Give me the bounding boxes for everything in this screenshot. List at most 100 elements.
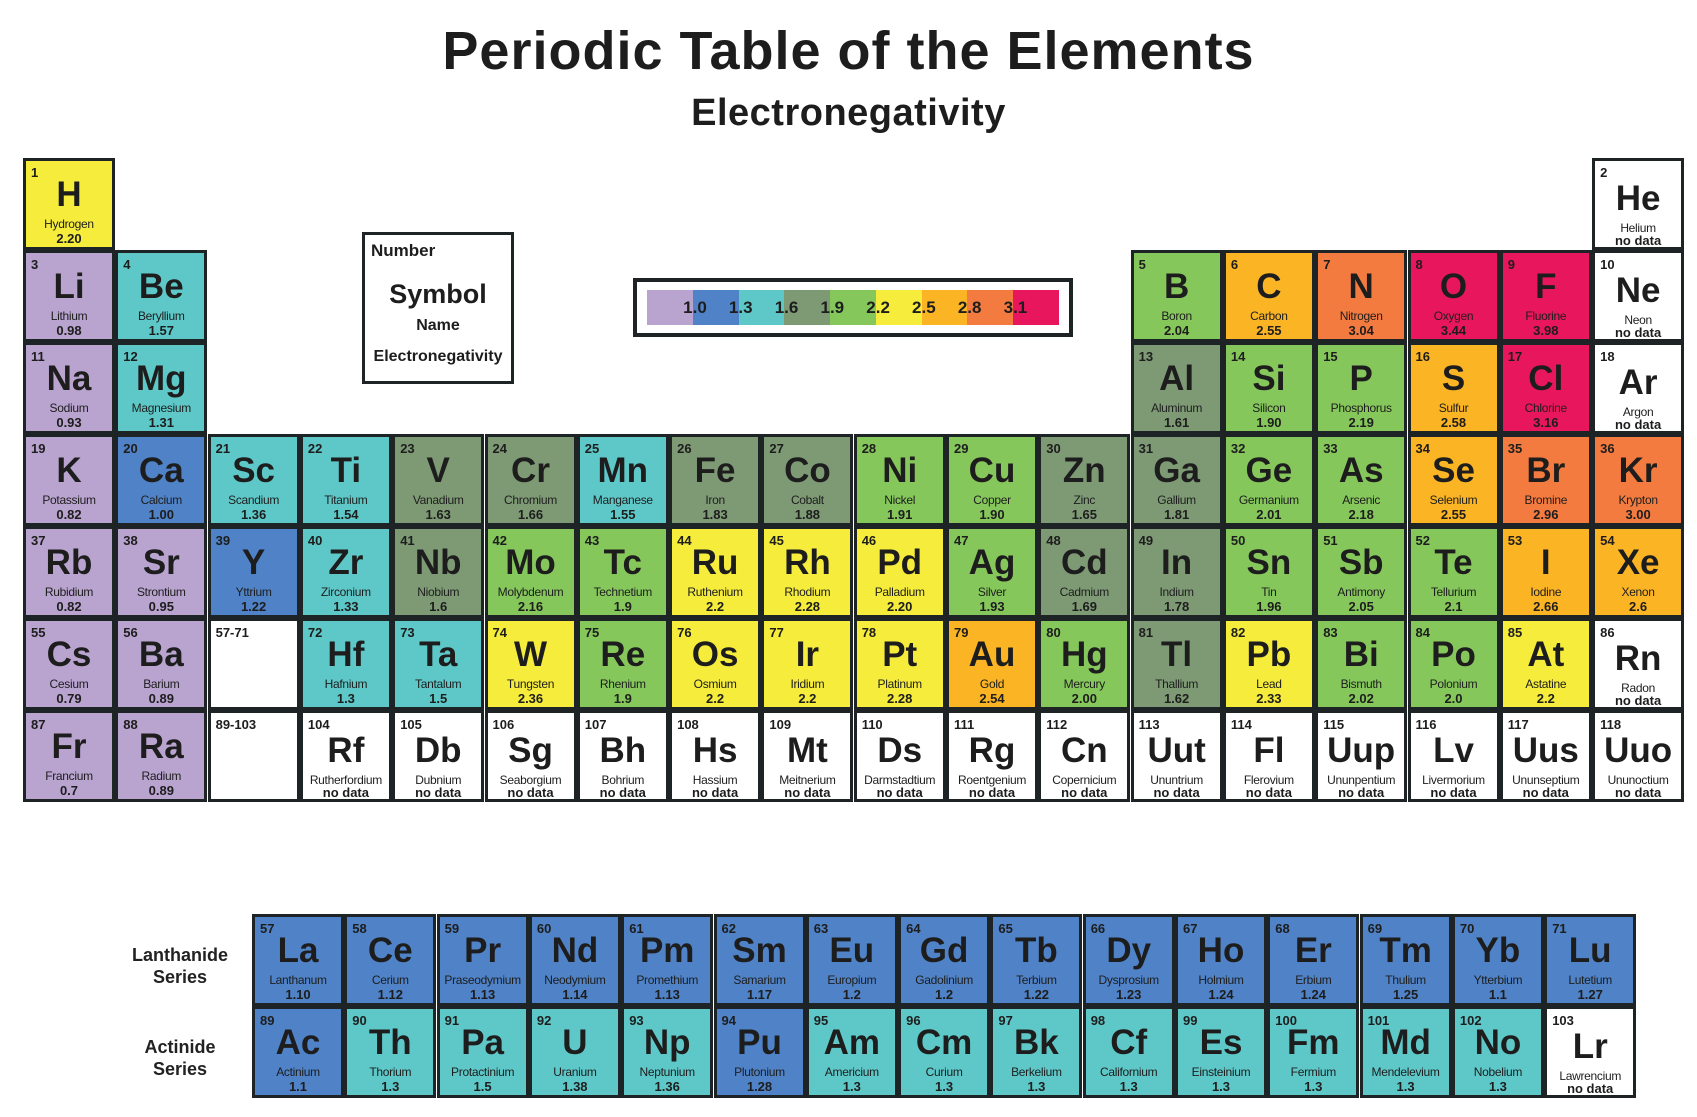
element-cell-na[interactable]: 11 Na Sodium 0.93 <box>23 342 115 434</box>
element-cell-am[interactable]: 95 Am Americium 1.3 <box>805 1006 898 1098</box>
element-cell-sc[interactable]: 21 Sc Scandium 1.36 <box>207 434 300 526</box>
element-cell-nb[interactable]: 41 Nb Niobium 1.6 <box>392 526 485 618</box>
element-cell-cm[interactable]: 96 Cm Curium 1.3 <box>898 1006 991 1098</box>
element-cell-ti[interactable]: 22 Ti Titanium 1.54 <box>299 434 392 526</box>
element-cell-as[interactable]: 33 As Arsenic 2.18 <box>1315 434 1408 526</box>
element-cell-ir[interactable]: 77 Ir Iridium 2.2 <box>761 618 854 710</box>
element-cell-cu[interactable]: 29 Cu Copper 1.90 <box>946 434 1038 526</box>
element-cell-no[interactable]: 102 No Nobelium 1.3 <box>1451 1006 1544 1098</box>
element-cell-co[interactable]: 27 Co Cobalt 1.88 <box>761 434 854 526</box>
element-cell-ce[interactable]: 58 Ce Cerium 1.12 <box>344 914 437 1006</box>
element-cell-lv[interactable]: 116 Lv Livermorium no data <box>1407 710 1500 802</box>
element-cell-at[interactable]: 85 At Astatine 2.2 <box>1499 618 1592 710</box>
element-cell-pb[interactable]: 82 Pb Lead 2.33 <box>1222 618 1315 710</box>
element-cell-md[interactable]: 101 Md Mendelevium 1.3 <box>1359 1006 1452 1098</box>
element-cell-rb[interactable]: 37 Rb Rubidium 0.82 <box>23 526 115 618</box>
element-cell-sr[interactable]: 38 Sr Strontium 0.95 <box>115 526 208 618</box>
element-cell-li[interactable]: 3 Li Lithium 0.98 <box>23 250 115 342</box>
element-cell-in[interactable]: 49 In Indium 1.78 <box>1130 526 1223 618</box>
element-cell-ag[interactable]: 47 Ag Silver 1.93 <box>946 526 1038 618</box>
element-cell-k[interactable]: 19 K Potassium 0.82 <box>23 434 115 526</box>
element-cell-ta[interactable]: 73 Ta Tantalum 1.5 <box>392 618 485 710</box>
element-cell-tm[interactable]: 69 Tm Thulium 1.25 <box>1359 914 1452 1006</box>
element-cell-pd[interactable]: 46 Pd Palladium 2.20 <box>853 526 946 618</box>
element-cell-zr[interactable]: 40 Zr Zirconium 1.33 <box>299 526 392 618</box>
element-cell-cr[interactable]: 24 Cr Chromium 1.66 <box>484 434 577 526</box>
element-cell-b[interactable]: 5 B Boron 2.04 <box>1130 250 1223 342</box>
element-cell-rf[interactable]: 104 Rf Rutherfordium no data <box>299 710 392 802</box>
element-cell-he[interactable]: 2 He Helium no data <box>1592 158 1685 250</box>
element-cell-nd[interactable]: 60 Nd Neodymium 1.14 <box>528 914 621 1006</box>
element-cell-ca[interactable]: 20 Ca Calcium 1.00 <box>115 434 208 526</box>
element-cell-o[interactable]: 8 O Oxygen 3.44 <box>1407 250 1500 342</box>
element-cell-uut[interactable]: 113 Uut Ununtrium no data <box>1130 710 1223 802</box>
element-cell-cf[interactable]: 98 Cf Californium 1.3 <box>1082 1006 1175 1098</box>
element-cell-ru[interactable]: 44 Ru Ruthenium 2.2 <box>669 526 762 618</box>
element-cell-p[interactable]: 15 P Phosphorus 2.19 <box>1315 342 1408 434</box>
element-cell-al[interactable]: 13 Al Aluminum 1.61 <box>1130 342 1223 434</box>
element-cell-th[interactable]: 90 Th Thorium 1.3 <box>344 1006 437 1098</box>
element-cell-ar[interactable]: 18 Ar Argon no data <box>1592 342 1685 434</box>
element-cell-dy[interactable]: 66 Dy Dysprosium 1.23 <box>1082 914 1175 1006</box>
element-cell-ga[interactable]: 31 Ga Gallium 1.81 <box>1130 434 1223 526</box>
element-cell-fe[interactable]: 26 Fe Iron 1.83 <box>669 434 762 526</box>
element-cell-es[interactable]: 99 Es Einsteinium 1.3 <box>1175 1006 1267 1098</box>
element-cell-zn[interactable]: 30 Zn Zinc 1.65 <box>1038 434 1131 526</box>
element-cell-pa[interactable]: 91 Pa Protactinium 1.5 <box>436 1006 529 1098</box>
element-cell-uus[interactable]: 117 Uus Ununseptium no data <box>1499 710 1592 802</box>
element-cell-cn[interactable]: 112 Cn Copernicium no data <box>1038 710 1131 802</box>
element-cell-bh[interactable]: 107 Bh Bohrium no data <box>576 710 669 802</box>
element-cell-v[interactable]: 23 V Vanadium 1.63 <box>392 434 485 526</box>
element-cell-ra[interactable]: 88 Ra Radium 0.89 <box>115 710 208 802</box>
element-cell-ni[interactable]: 28 Ni Nickel 1.91 <box>853 434 946 526</box>
element-cell-pr[interactable]: 59 Pr Praseodymium 1.13 <box>436 914 529 1006</box>
element-cell-tb[interactable]: 65 Tb Terbium 1.22 <box>990 914 1083 1006</box>
element-cell-ho[interactable]: 67 Ho Holmium 1.24 <box>1175 914 1267 1006</box>
element-cell-cd[interactable]: 48 Cd Cadmium 1.69 <box>1038 526 1131 618</box>
element-cell-hf[interactable]: 72 Hf Hafnium 1.3 <box>299 618 392 710</box>
element-cell-tc[interactable]: 43 Tc Technetium 1.9 <box>576 526 669 618</box>
element-cell-sg[interactable]: 106 Sg Seaborgium no data <box>484 710 577 802</box>
element-cell-os[interactable]: 76 Os Osmium 2.2 <box>669 618 762 710</box>
element-cell-gd[interactable]: 64 Gd Gadolinium 1.2 <box>898 914 991 1006</box>
element-cell-hg[interactable]: 80 Hg Mercury 2.00 <box>1038 618 1131 710</box>
element-cell-hs[interactable]: 108 Hs Hassium no data <box>669 710 762 802</box>
element-cell-c[interactable]: 6 C Carbon 2.55 <box>1222 250 1315 342</box>
element-cell-br[interactable]: 35 Br Bromine 2.96 <box>1499 434 1592 526</box>
element-cell-mt[interactable]: 109 Mt Meitnerium no data <box>761 710 854 802</box>
element-cell-sn[interactable]: 50 Sn Tin 1.96 <box>1222 526 1315 618</box>
element-cell-sm[interactable]: 62 Sm Samarium 1.17 <box>713 914 806 1006</box>
element-cell-po[interactable]: 84 Po Polonium 2.0 <box>1407 618 1500 710</box>
element-cell-uuo[interactable]: 118 Uuo Ununoctium no data <box>1592 710 1685 802</box>
element-cell-kr[interactable]: 36 Kr Krypton 3.00 <box>1592 434 1685 526</box>
element-cell-se[interactable]: 34 Se Selenium 2.55 <box>1407 434 1500 526</box>
element-cell-pm[interactable]: 61 Pm Promethium 1.13 <box>621 914 714 1006</box>
element-cell-eu[interactable]: 63 Eu Europium 1.2 <box>805 914 898 1006</box>
element-cell-re[interactable]: 75 Re Rhenium 1.9 <box>576 618 669 710</box>
element-cell-cl[interactable]: 17 Cl Chlorine 3.16 <box>1499 342 1592 434</box>
element-cell-rn[interactable]: 86 Rn Radon no data <box>1592 618 1685 710</box>
element-cell-lu[interactable]: 71 Lu Lutetium 1.27 <box>1544 914 1637 1006</box>
element-cell-bi[interactable]: 83 Bi Bismuth 2.02 <box>1315 618 1408 710</box>
element-cell-w[interactable]: 74 W Tungsten 2.36 <box>484 618 577 710</box>
element-cell-pu[interactable]: 94 Pu Plutonium 1.28 <box>713 1006 806 1098</box>
element-cell-sb[interactable]: 51 Sb Antimony 2.05 <box>1315 526 1408 618</box>
element-cell-rh[interactable]: 45 Rh Rhodium 2.28 <box>761 526 854 618</box>
element-cell-y[interactable]: 39 Y Yttrium 1.22 <box>207 526 300 618</box>
element-cell-tl[interactable]: 81 Tl Thallium 1.62 <box>1130 618 1223 710</box>
element-cell-la[interactable]: 57 La Lanthanum 1.10 <box>252 914 344 1006</box>
element-cell-h[interactable]: 1 H Hydrogen 2.20 <box>23 158 115 250</box>
element-cell-uup[interactable]: 115 Uup Ununpentium no data <box>1315 710 1408 802</box>
element-cell-yb[interactable]: 70 Yb Ytterbium 1.1 <box>1451 914 1544 1006</box>
element-cell-i[interactable]: 53 I Iodine 2.66 <box>1499 526 1592 618</box>
element-cell-cs[interactable]: 55 Cs Cesium 0.79 <box>23 618 115 710</box>
element-cell-mg[interactable]: 12 Mg Magnesium 1.31 <box>115 342 208 434</box>
element-cell-mo[interactable]: 42 Mo Molybdenum 2.16 <box>484 526 577 618</box>
element-cell-np[interactable]: 93 Np Neptunium 1.36 <box>621 1006 714 1098</box>
element-cell-ba[interactable]: 56 Ba Barium 0.89 <box>115 618 208 710</box>
element-cell-bk[interactable]: 97 Bk Berkelium 1.3 <box>990 1006 1083 1098</box>
element-cell-u[interactable]: 92 U Uranium 1.38 <box>528 1006 621 1098</box>
element-cell-er[interactable]: 68 Er Erbium 1.24 <box>1267 914 1360 1006</box>
element-cell-rg[interactable]: 111 Rg Roentgenium no data <box>946 710 1038 802</box>
element-cell-s[interactable]: 16 S Sulfur 2.58 <box>1407 342 1500 434</box>
